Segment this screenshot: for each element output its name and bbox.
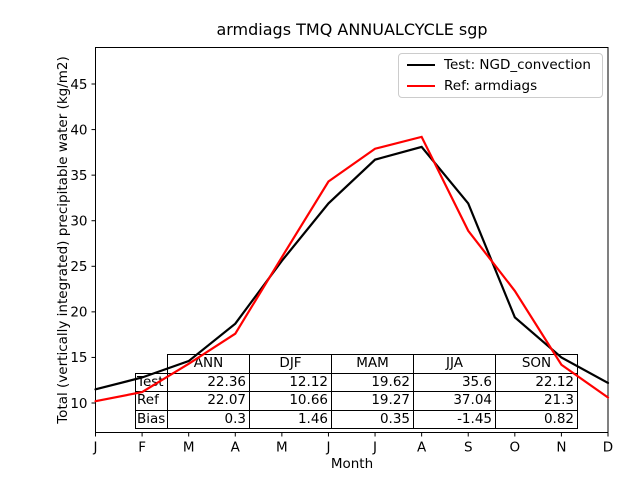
y-tick-label: 40 [70,122,87,138]
table-header-ann: ANN [167,354,250,374]
x-tick-label: O [509,440,520,456]
x-tick-label: A [231,440,241,456]
value-cell: 0.35 [331,409,414,429]
y-tick-label: 30 [70,214,87,230]
value-cell: 21.3 [495,391,578,411]
legend-label-test: Test: NGD_convection [444,57,591,74]
chart-title: armdiags TMQ ANNUALCYCLE sgp [216,20,488,39]
table-corner-cell [136,355,168,374]
value-cell: 1.46 [249,409,332,429]
value-cell: 10.66 [249,391,332,411]
legend-label-ref: Ref: armdiags [444,77,538,94]
table-header-mam: MAM [331,354,414,374]
value-cell: 12.12 [249,372,332,392]
value-cell: 19.27 [331,391,414,411]
legend-item-test: Test: NGD_convection [407,56,594,75]
row-label-ref: Ref [135,391,168,411]
x-tick-label: J [372,440,377,456]
value-cell: 0.82 [495,409,578,429]
y-tick-label: 20 [70,305,87,321]
test-line-swatch-icon [407,64,435,67]
value-cell: 22.07 [167,391,250,411]
y-tick-label: 35 [70,168,87,184]
value-cell: 35.6 [413,372,496,392]
x-tick-label: J [325,440,330,456]
y-tick-label: 10 [70,396,87,412]
x-tick-label: F [138,440,146,456]
x-tick-label: A [417,440,427,456]
y-tick-label: 15 [70,350,87,366]
x-tick-label: N [556,440,566,456]
legend-item-ref: Ref: armdiags [407,77,594,96]
value-cell: 22.36 [167,372,250,392]
table-header-son: SON [495,354,578,374]
value-cell: 37.04 [413,391,496,411]
x-axis-label: Month [330,456,374,472]
table-row-test: Test 22.36 12.12 19.62 35.6 22.12 [135,372,578,392]
x-tick-label: S [464,440,473,456]
y-tick-label: 25 [70,259,87,275]
y-tick-label: 45 [70,77,87,93]
value-cell: 19.62 [331,372,414,392]
row-label-test: Test [135,372,168,392]
stats-table: ANN DJF MAM JJA SON Test 22.36 12.12 19.… [135,354,578,429]
x-tick-label: J [93,440,98,456]
x-tick-label: M [276,440,288,456]
x-tick-label: M [183,440,195,456]
x-tick-label: D [603,440,613,456]
table-header-row: ANN DJF MAM JJA SON [136,354,578,374]
value-cell: 22.12 [495,372,578,392]
table-header-djf: DJF [249,354,332,374]
table-row-ref: Ref 22.07 10.66 19.27 37.04 21.3 [135,391,578,411]
table-row-bias: Bias 0.3 1.46 0.35 -1.45 0.82 [135,409,578,429]
row-label-bias: Bias [135,409,168,429]
value-cell: -1.45 [413,409,496,429]
value-cell: 0.3 [167,409,250,429]
table-header-jja: JJA [413,354,496,374]
ref-line-swatch-icon [407,84,435,87]
legend: Test: NGD_convection Ref: armdiags [398,53,603,98]
